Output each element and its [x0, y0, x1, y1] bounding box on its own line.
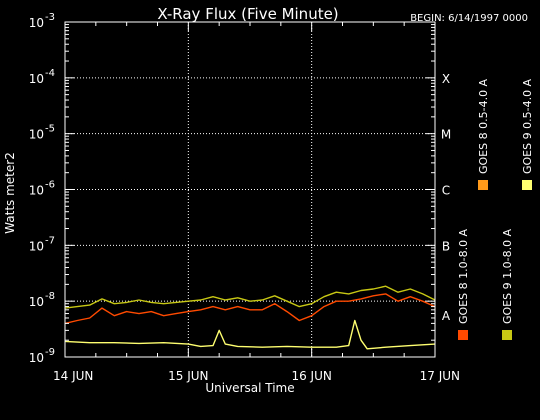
flare-class-label: X	[442, 72, 450, 86]
y-tick-label: 10	[29, 295, 44, 309]
legend-swatch	[522, 180, 532, 190]
series-line	[64, 293, 436, 325]
y-tick-label: 10	[29, 351, 44, 365]
y-axis-label: Watts meter2	[3, 152, 17, 234]
legend-label: GOES 9 0.5-4.0 A	[521, 78, 534, 174]
legend-swatch	[478, 180, 488, 190]
flare-class-label: B	[442, 239, 450, 253]
y-tick-label: 10	[29, 239, 44, 253]
series-line	[64, 319, 436, 350]
y-tick-exponent: -4	[45, 68, 55, 79]
series-line	[64, 285, 436, 309]
flare-class-label: M	[441, 128, 451, 142]
legend-swatch	[502, 330, 512, 340]
legend: GOES 8 1.0-8.0 A GOES 8 0.5-4.0 A GOES 9 1…	[457, 78, 534, 340]
flare-class-label: A	[442, 309, 451, 323]
y-tick-label: 10	[29, 16, 44, 30]
x-tick-label: 17 JUN	[420, 369, 460, 383]
y-tick-exponent: -7	[45, 235, 55, 246]
chart-title: X-Ray Flux (Five Minute)	[157, 5, 338, 23]
x-axis-ticks: 14 JUN 15 JUN 16 JUN 17 JUN	[53, 22, 460, 383]
y-tick-exponent: -6	[45, 180, 55, 191]
legend-label: GOES 8 1.0-8.0 A	[457, 228, 470, 324]
x-tick-label: 15 JUN	[168, 369, 208, 383]
flare-class-label: C	[442, 184, 450, 198]
legend-swatch	[458, 330, 468, 340]
y-tick-exponent: -9	[45, 347, 55, 358]
y-tick-label: 10	[29, 184, 44, 198]
x-axis-label: Universal Time	[205, 381, 294, 395]
flare-class-labels: A B C M X	[441, 72, 451, 323]
y-tick-label: 10	[29, 128, 44, 142]
legend-label: GOES 8 0.5-4.0 A	[477, 78, 490, 174]
chart-subtitle: BEGIN: 6/14/1997 0000	[410, 13, 528, 24]
y-axis-ticks: 10-910-810-710-610-510-410-3	[29, 12, 435, 365]
x-tick-label: 14 JUN	[53, 369, 93, 383]
y-tick-label: 10	[29, 72, 44, 86]
x-tick-label: 16 JUN	[291, 369, 331, 383]
y-tick-exponent: -5	[45, 124, 55, 135]
y-tick-exponent: -8	[45, 291, 55, 302]
y-tick-exponent: -3	[45, 12, 55, 23]
series-lines	[64, 285, 436, 350]
legend-label: GOES 9 1.0-8.0 A	[501, 228, 514, 324]
